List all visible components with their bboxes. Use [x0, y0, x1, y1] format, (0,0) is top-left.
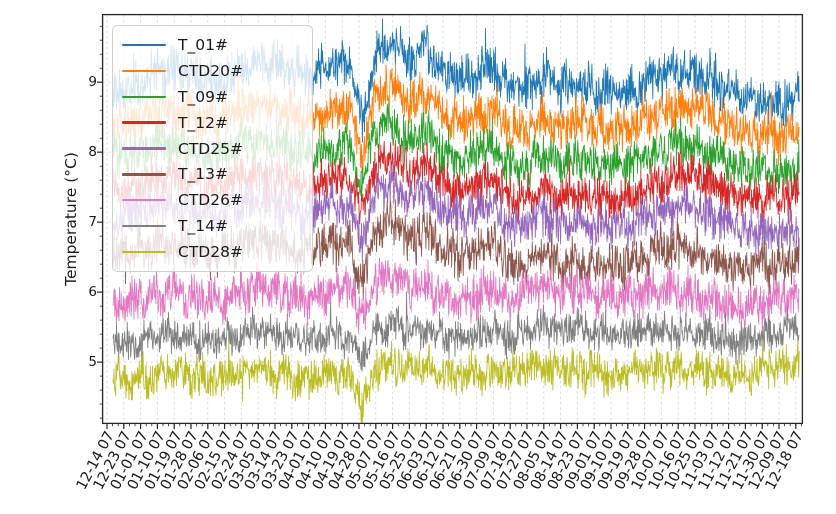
- legend-label: CTD28#: [178, 243, 243, 261]
- y-tick-label: 6: [88, 284, 97, 301]
- legend-item: T_14#: [113, 216, 312, 236]
- legend-label: T_09#: [178, 87, 228, 106]
- y-tick-label: 8: [88, 144, 97, 161]
- legend-item: CTD28#: [113, 242, 312, 262]
- legend: T_01# CTD20# T_09# T_12# CTD25# T_13# CT…: [112, 25, 313, 272]
- legend-line-sample: [122, 95, 166, 98]
- legend-line-sample: [122, 121, 166, 124]
- y-tick-label: 7: [88, 214, 97, 231]
- y-tick-label: 5: [88, 354, 97, 371]
- y-axis-label: Temperature (°C): [62, 152, 80, 286]
- legend-label: T_13#: [178, 165, 228, 184]
- legend-line-sample: [122, 69, 166, 73]
- legend-line-sample: [122, 199, 166, 202]
- legend-label: CTD26#: [178, 191, 243, 210]
- legend-line-sample: [122, 250, 166, 254]
- legend-label: T_14#: [178, 217, 228, 236]
- legend-label: CTD25#: [178, 139, 243, 158]
- legend-label: T_01#: [178, 36, 228, 54]
- y-tick-label: 9: [88, 74, 97, 91]
- legend-item: T_13#: [113, 164, 312, 184]
- legend-item: CTD20#: [113, 61, 312, 81]
- legend-label: CTD20#: [178, 61, 243, 80]
- legend-line-sample: [122, 43, 166, 47]
- legend-label: T_12#: [178, 113, 228, 132]
- legend-item: T_01#: [113, 35, 312, 55]
- legend-line-sample: [122, 173, 166, 176]
- legend-line-sample: [122, 224, 166, 228]
- legend-item: T_12#: [113, 113, 312, 133]
- legend-item: CTD25#: [113, 139, 312, 159]
- legend-item: T_09#: [113, 87, 312, 107]
- legend-line-sample: [122, 147, 166, 150]
- legend-item: CTD26#: [113, 190, 312, 210]
